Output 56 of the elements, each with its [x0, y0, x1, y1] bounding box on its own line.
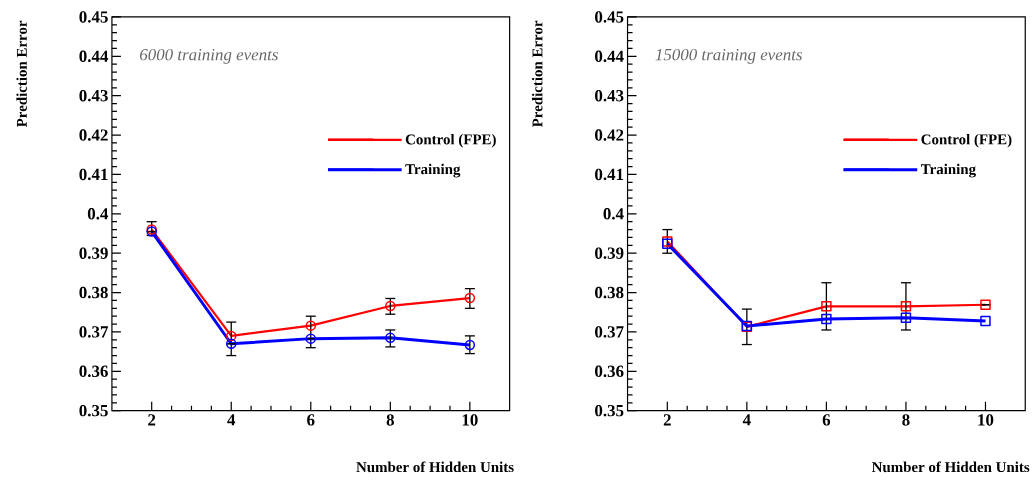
point: [821, 301, 832, 312]
legend-label: Control (FPE): [405, 134, 496, 148]
y-tick-label: 0.41: [79, 168, 108, 181]
y-tick-label: 0.44: [595, 50, 624, 63]
x-tick-label: 8: [386, 414, 394, 426]
y-tick-label: 0.42: [79, 129, 108, 142]
y-tick-label: 0.37: [595, 326, 624, 338]
point: [464, 293, 476, 304]
x-tick-label: 10: [462, 414, 478, 426]
x-tick-label: 10: [978, 414, 994, 426]
x-tick-label: 4: [227, 414, 236, 426]
y-tick-label: 0.38: [79, 287, 108, 299]
y-tick-label: 0.39: [79, 247, 108, 260]
point: [980, 315, 991, 327]
legend-label: Training: [920, 163, 976, 178]
point: [900, 312, 912, 324]
y-tick-label: 0.43: [79, 90, 108, 102]
y-tick-label: 0.41: [595, 168, 624, 181]
y-tick-label: 0.39: [595, 247, 624, 260]
y-axis-title: Prediction Error: [16, 20, 27, 128]
y-tick-label: 0.43: [595, 90, 624, 102]
point: [385, 332, 396, 344]
x-tick-label: 4: [742, 414, 751, 426]
x-tick-label: 8: [902, 414, 910, 426]
annotation: 6000 training events: [139, 49, 278, 64]
y-tick-label: 0.4: [87, 208, 109, 220]
x-axis-title: Number of Hidden Units: [356, 461, 514, 473]
legend-label: Training: [405, 163, 461, 178]
y-tick-label: 0.45: [595, 11, 624, 23]
point: [980, 299, 991, 311]
y-tick-label: 0.45: [79, 11, 108, 23]
point: [305, 333, 317, 345]
y-tick-label: 0.36: [79, 365, 108, 378]
y-tick-label: 0.44: [79, 50, 109, 63]
x-tick-label: 2: [148, 414, 156, 426]
point: [305, 320, 317, 332]
point: [821, 313, 832, 325]
legend-label: Control (FPE): [921, 134, 1012, 148]
x-axis-title: Number of Hidden Units: [871, 461, 1030, 473]
point: [464, 339, 476, 351]
y-tick-label: 0.36: [595, 365, 624, 378]
annotation: 15000 training events: [655, 49, 803, 64]
x-tick-label: 2: [663, 414, 671, 426]
point: [385, 300, 396, 312]
x-tick-label: 6: [307, 414, 315, 426]
y-tick-label: 0.37: [79, 326, 108, 338]
point: [225, 338, 237, 350]
y-axis-title: Prediction Error: [532, 20, 543, 128]
point: [900, 301, 912, 312]
point: [225, 330, 237, 342]
y-tick-label: 0.42: [595, 129, 624, 142]
y-tick-label: 0.35: [595, 405, 624, 417]
y-tick-label: 0.4: [603, 208, 624, 220]
y-tick-label: 0.35: [79, 405, 108, 417]
x-tick-label: 6: [822, 414, 831, 426]
y-tick-label: 0.38: [595, 287, 624, 299]
